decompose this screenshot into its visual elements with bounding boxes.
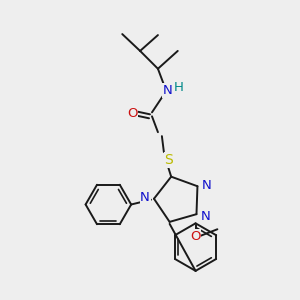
Text: O: O [127,107,137,120]
Text: N: N [163,84,173,97]
Text: N: N [202,179,211,192]
Text: S: S [164,153,173,167]
Text: O: O [190,230,201,243]
Text: N: N [140,191,150,204]
Text: N: N [200,210,210,223]
Text: H: H [174,81,184,94]
